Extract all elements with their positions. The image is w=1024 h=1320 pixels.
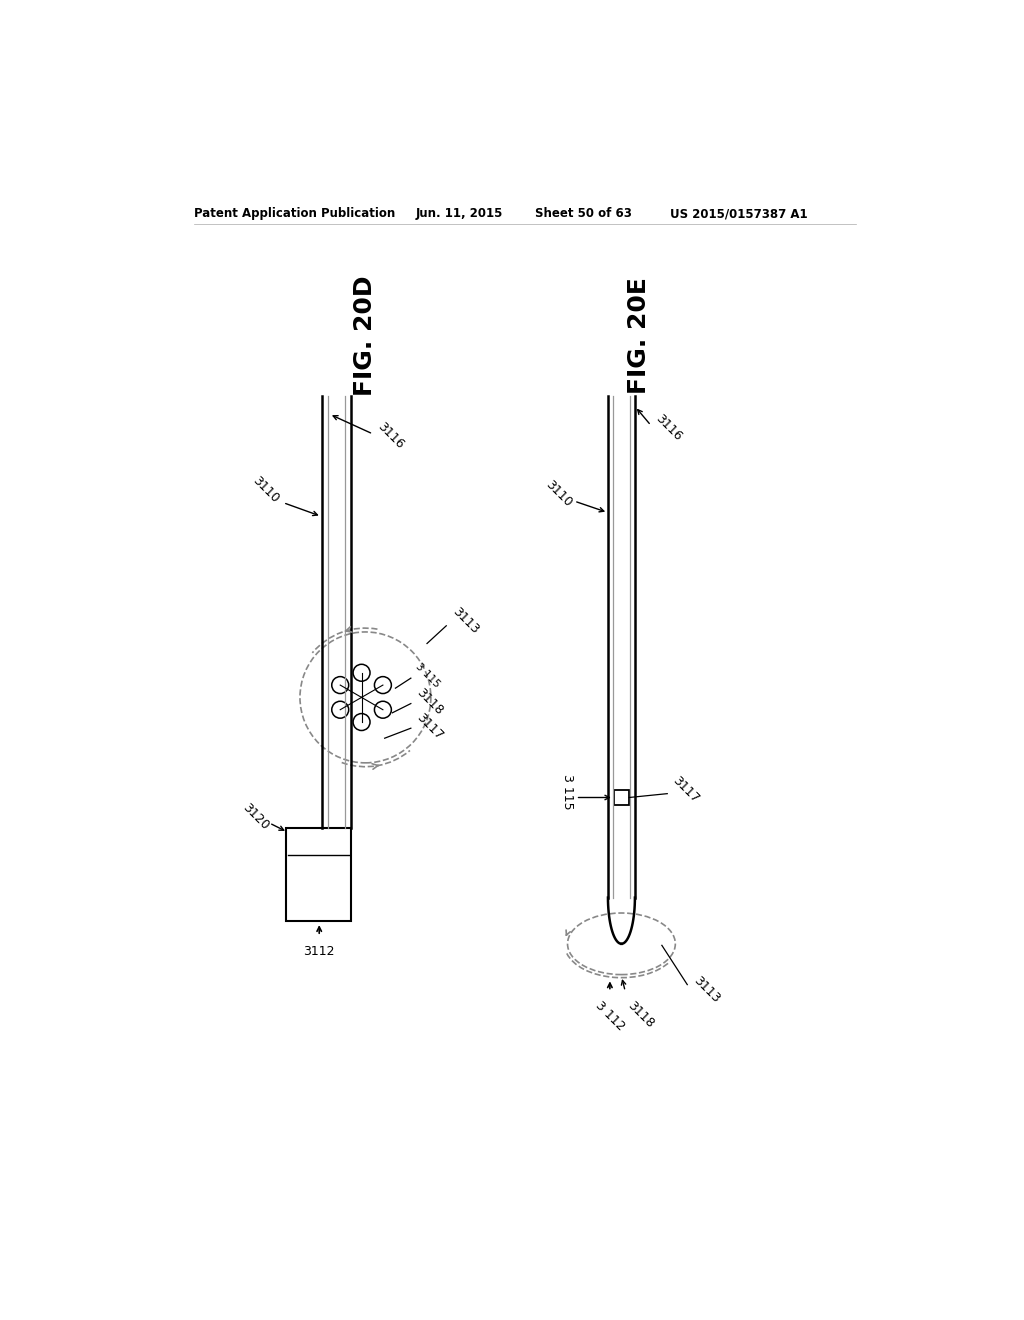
- Text: 3117: 3117: [414, 711, 445, 742]
- Text: 3112: 3112: [303, 945, 335, 958]
- Text: 3116: 3116: [376, 420, 407, 451]
- Text: 3113: 3113: [451, 605, 481, 636]
- Text: 3110: 3110: [543, 478, 574, 510]
- Text: FIG. 20D: FIG. 20D: [353, 276, 378, 396]
- Text: 3116: 3116: [652, 412, 684, 444]
- Bar: [286, 829, 351, 921]
- Text: FIG. 20E: FIG. 20E: [627, 277, 651, 393]
- Text: 3110: 3110: [250, 474, 281, 506]
- Text: 3120: 3120: [241, 801, 271, 833]
- Text: Sheet 50 of 63: Sheet 50 of 63: [535, 207, 632, 220]
- Text: 3 112: 3 112: [593, 999, 627, 1034]
- Text: Jun. 11, 2015: Jun. 11, 2015: [416, 207, 503, 220]
- Text: 3 115: 3 115: [414, 661, 442, 690]
- Text: 3117: 3117: [670, 774, 701, 805]
- Text: 3 115: 3 115: [561, 774, 574, 809]
- Text: 3113: 3113: [691, 974, 723, 1006]
- Text: Patent Application Publication: Patent Application Publication: [194, 207, 395, 220]
- Text: 3118: 3118: [414, 685, 445, 717]
- Text: US 2015/0157387 A1: US 2015/0157387 A1: [670, 207, 807, 220]
- Text: 3118: 3118: [626, 999, 656, 1031]
- Bar: [613, 789, 629, 805]
